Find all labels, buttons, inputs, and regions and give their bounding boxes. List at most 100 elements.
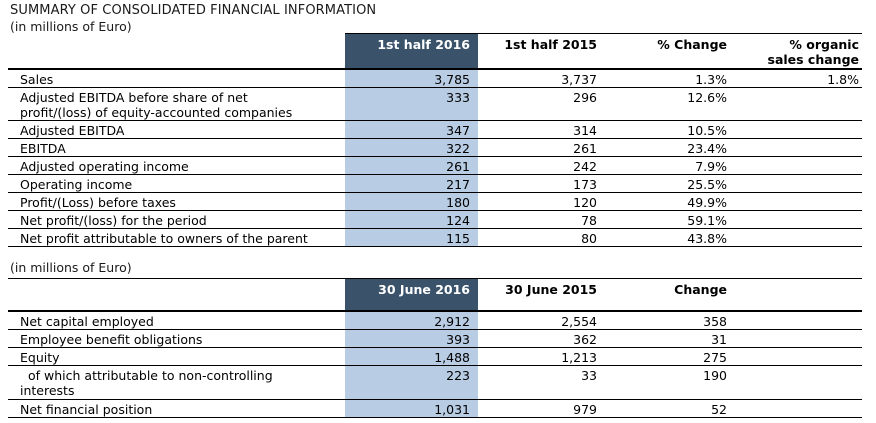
row-label: Equity [20, 349, 60, 365]
value-1st-half-2016: 180 [345, 192, 478, 210]
value-30-june-2015: 979 [573, 401, 597, 417]
table2-header-trailing-empty [735, 279, 862, 311]
table1-header-empty [8, 34, 345, 69]
value-1st-half-2015: 120 [573, 194, 597, 210]
value-organic-sales-change [735, 120, 862, 138]
value-1st-half-2015: 3,737 [561, 71, 597, 87]
table-row: EBITDA 322 261 23.4% [8, 138, 862, 156]
value-trailing-empty [735, 311, 862, 330]
value-change: 190 [703, 367, 727, 383]
row-label: Net profit attributable to owners of the… [20, 230, 308, 246]
value-1st-half-2016: 261 [345, 156, 478, 174]
value-30-june-2016: 393 [345, 329, 478, 347]
value-1st-half-2016: 347 [345, 120, 478, 138]
row-label: Employee benefit obligations [20, 331, 203, 347]
table-row: Operating income 217 173 25.5% [8, 174, 862, 192]
value-pct-change: 43.8% [687, 230, 727, 246]
value-organic-sales-change [735, 210, 862, 228]
balance-sheet-table: 30 June 2016 30 June 2015 Change Net cap… [8, 278, 862, 418]
value-30-june-2016: 2,912 [345, 310, 478, 329]
value-1st-half-2015: 173 [573, 176, 597, 192]
row-label: Net financial position [20, 401, 153, 417]
table-row: Net profit attributable to owners of the… [8, 228, 862, 246]
table1-header-1st-half-2015: 1st half 2015 [478, 33, 605, 69]
table2-header-30-june-2015: 30 June 2015 [505, 282, 597, 297]
value-1st-half-2015: 296 [573, 89, 597, 105]
value-pct-change: 10.5% [687, 122, 727, 138]
row-label: Sales [20, 71, 54, 87]
row-label: Net profit/(loss) for the period [20, 212, 207, 228]
value-organic-sales-change [735, 192, 862, 210]
table1-header-pct-change: % Change [605, 33, 735, 69]
value-trailing-empty [735, 365, 862, 399]
value-pct-change: 1.3% [695, 71, 727, 87]
value-1st-half-2016: 124 [345, 210, 478, 228]
value-30-june-2015: 1,213 [561, 349, 597, 365]
table-row: of which attributable to non-controlling… [8, 365, 862, 399]
value-trailing-empty [735, 347, 862, 365]
table2-header-change: Change [674, 282, 727, 297]
value-organic-sales-change [735, 156, 862, 174]
value-organic-sales-change [735, 174, 862, 192]
value-change: 52 [711, 401, 727, 417]
value-pct-change: 12.6% [687, 89, 727, 105]
value-30-june-2016: 1,031 [345, 399, 478, 417]
table-row: Net capital employed 2,912 2,554 358 [8, 310, 862, 330]
row-label: Net capital employed [20, 313, 154, 329]
value-organic-sales-change [735, 138, 862, 156]
value-organic-sales-change [735, 228, 862, 246]
report-title: SUMMARY OF CONSOLIDATED FINANCIAL INFORM… [10, 3, 377, 18]
value-change: 31 [711, 331, 727, 347]
value-organic-sales-change: 1.8% [827, 71, 859, 87]
units-note-table2: (in millions of Euro) [10, 260, 132, 275]
table-row: Sales 3,785 3,737 1.3% 1.8% [8, 68, 862, 87]
table2-header-row: 30 June 2016 30 June 2015 Change [8, 278, 862, 311]
value-pct-change: 49.9% [687, 194, 727, 210]
row-label: Profit/(Loss) before taxes [20, 194, 176, 210]
value-30-june-2015: 362 [573, 331, 597, 347]
row-label: Adjusted EBITDA before share of net prof… [20, 89, 293, 120]
value-30-june-2015: 33 [581, 367, 597, 383]
value-30-june-2016: 223 [345, 365, 478, 399]
value-1st-half-2015: 314 [573, 122, 597, 138]
value-organic-sales-change [735, 87, 862, 120]
table1-header-organic-sales-change: % organic sales change [735, 33, 862, 69]
value-pct-change: 25.5% [687, 176, 727, 192]
value-change: 358 [703, 313, 727, 329]
value-pct-change: 23.4% [687, 140, 727, 156]
table-row: Adjusted EBITDA 347 314 10.5% [8, 120, 862, 138]
value-1st-half-2015: 261 [573, 140, 597, 156]
table-row: Adjusted operating income 261 242 7.9% [8, 156, 862, 174]
value-change: 275 [703, 349, 727, 365]
income-statement-table: 1st half 2016 1st half 2015 % Change % o… [8, 33, 862, 247]
value-1st-half-2016: 217 [345, 174, 478, 192]
table-row: Equity 1,488 1,213 275 [8, 347, 862, 365]
table2-header-empty [8, 279, 345, 311]
value-trailing-empty [735, 399, 862, 417]
value-30-june-2016: 1,488 [345, 347, 478, 365]
table1-header-1st-half-2016: 1st half 2016 [345, 33, 478, 69]
row-label: EBITDA [20, 140, 66, 156]
table1-header-row: 1st half 2016 1st half 2015 % Change % o… [8, 33, 862, 69]
value-1st-half-2016: 322 [345, 138, 478, 156]
table-row: Profit/(Loss) before taxes 180 120 49.9% [8, 192, 862, 210]
value-1st-half-2015: 78 [581, 212, 597, 228]
value-pct-change: 59.1% [687, 212, 727, 228]
value-30-june-2015: 2,554 [561, 313, 597, 329]
table-row: Net financial position 1,031 979 52 [8, 399, 862, 417]
table-row: Net profit/(loss) for the period 124 78 … [8, 210, 862, 228]
table2-header-30-june-2016: 30 June 2016 [345, 278, 478, 311]
row-label: of which attributable to non-controlling… [20, 367, 273, 398]
value-1st-half-2016: 333 [345, 87, 478, 120]
value-trailing-empty [735, 329, 862, 347]
value-1st-half-2015: 80 [581, 230, 597, 246]
table-row: Employee benefit obligations 393 362 31 [8, 329, 862, 347]
table-row: Adjusted EBITDA before share of net prof… [8, 87, 862, 120]
value-1st-half-2016: 115 [345, 228, 478, 246]
units-note-table1: (in millions of Euro) [10, 19, 132, 34]
row-label: Adjusted EBITDA [20, 122, 125, 138]
value-1st-half-2016: 3,785 [345, 68, 478, 87]
row-label: Operating income [20, 176, 133, 192]
value-pct-change: 7.9% [695, 158, 727, 174]
